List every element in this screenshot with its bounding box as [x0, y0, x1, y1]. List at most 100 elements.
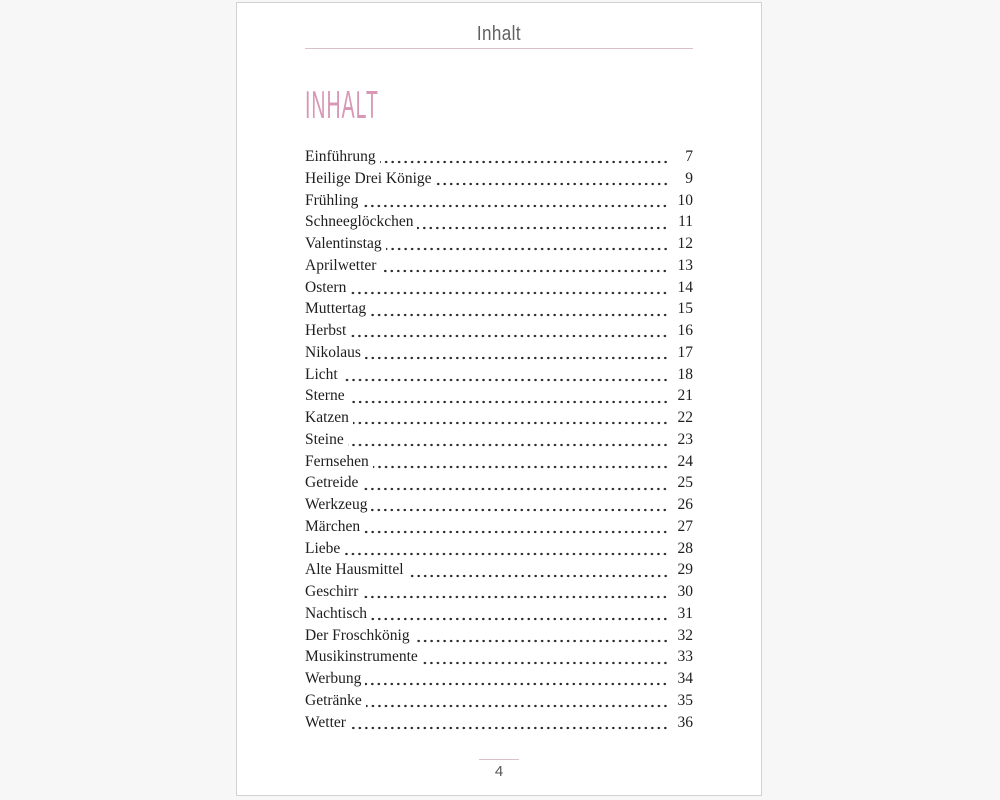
toc-entry-label: Katzen	[305, 409, 349, 426]
toc-entry: Wetter 36	[305, 711, 694, 734]
toc-entry: Sterne 21	[305, 385, 693, 407]
dot-leader	[341, 363, 667, 386]
toc-entry-page-number: 16	[677, 322, 694, 339]
dot-leader	[362, 581, 667, 603]
toc-entry-page-number: 7	[685, 148, 693, 165]
page-footer: 4	[237, 759, 761, 781]
toc-entry-label: Herbst	[305, 322, 347, 339]
toc-entry: Einführung 7	[305, 146, 693, 168]
toc-entry: Frühling 10	[305, 189, 694, 212]
dot-leader	[350, 276, 667, 299]
toc-entry: Katzen 22	[305, 407, 693, 429]
running-header: Inhalt	[305, 3, 693, 45]
toc-entry: Fernsehen 24	[305, 450, 694, 473]
toc-entry-page-number: 36	[677, 713, 694, 731]
toc-entry-label: Getreide	[305, 474, 359, 492]
toc-entry: Heilige Drei Könige 9	[305, 167, 693, 190]
dot-leader	[385, 233, 667, 255]
toc-entry-page-number: 10	[677, 191, 694, 209]
toc-entry: Ostern 14	[305, 276, 694, 299]
toc-entry-label: Sterne	[305, 387, 345, 405]
toc-entry-page-number: 12	[677, 235, 694, 252]
toc-entry-label: Licht	[305, 365, 338, 383]
toc-entry-page-number: 29	[677, 561, 694, 579]
dot-leader	[370, 602, 667, 625]
toc-entry-page-number: 14	[677, 278, 694, 296]
toc-entry: Geschirr 30	[305, 581, 693, 603]
toc-entry: Alte Hausmittel 29	[305, 559, 693, 581]
toc-entry-label: Nachtisch	[305, 604, 367, 622]
dot-leader	[349, 711, 667, 734]
toc-entry-page-number: 25	[677, 474, 694, 492]
dot-leader	[379, 146, 667, 168]
dot-leader	[365, 668, 667, 690]
footer-page-number: 4	[494, 763, 504, 780]
toc-entry-label: Märchen	[305, 517, 361, 535]
toc-entry: Muttertag 15	[305, 298, 693, 320]
toc-entry-page-number: 32	[677, 626, 694, 644]
toc-entry-label: Fernsehen	[305, 452, 369, 470]
dot-leader	[364, 515, 667, 538]
toc-entry: Märchen 27	[305, 515, 693, 538]
toc-entry-page-number: 9	[685, 169, 693, 187]
toc-entry-page-number: 35	[677, 691, 694, 709]
toc-entry-label: Wetter	[305, 713, 346, 731]
dot-leader	[380, 254, 667, 277]
toc-entry-label: Steine	[305, 430, 344, 448]
toc-entry-page-number: 15	[677, 300, 694, 318]
toc-entry-label: Heilige Drei Könige	[305, 169, 432, 187]
dot-leader	[435, 167, 667, 190]
toc-entry-page-number: 18	[677, 365, 694, 383]
dot-leader	[344, 537, 667, 560]
toc-entry: Werkzeug 26	[305, 494, 693, 516]
dot-leader	[417, 211, 667, 233]
toc-entry-label: Aprilwetter	[305, 256, 377, 274]
dot-leader	[362, 189, 667, 212]
toc-entry-page-number: 24	[677, 452, 694, 470]
toc-entry: Liebe 28	[305, 537, 694, 560]
toc-entry-label: Ostern	[305, 278, 347, 296]
dot-leader	[413, 624, 667, 647]
toc-entry-page-number: 33	[677, 648, 694, 666]
toc-entry-label: Liebe	[305, 539, 341, 557]
toc-entry: Musikinstrumente 33	[305, 646, 693, 668]
toc-entry: Nachtisch 31	[305, 602, 693, 625]
toc-entry-label: Nikolaus	[305, 343, 361, 361]
toc-entry: Licht 18	[305, 363, 694, 386]
toc-entry-label: Geschirr	[305, 583, 359, 600]
dot-leader	[407, 559, 667, 581]
dot-leader	[350, 320, 667, 342]
toc-entry: Der Froschkönig 32	[305, 624, 694, 647]
book-page: Inhalt INHALT Einführung 7 Heilige Drei …	[236, 2, 762, 796]
dot-leader	[370, 298, 667, 320]
toc-entry-label: Einführung	[305, 148, 376, 165]
toc-entry-page-number: 17	[677, 343, 694, 361]
toc-entry-page-number: 11	[678, 213, 693, 231]
toc-entry-label: Musikinstrumente	[305, 648, 418, 666]
toc-entry-page-number: 13	[677, 256, 694, 274]
toc-entry-page-number: 22	[677, 409, 694, 426]
dot-leader	[365, 689, 667, 712]
toc-entry: Herbst 16	[305, 320, 693, 342]
toc-entry-label: Alte Hausmittel	[305, 561, 404, 579]
dot-leader	[371, 494, 667, 516]
toc-list: Einführung 7 Heilige Drei Könige 9 Frühl…	[305, 146, 694, 734]
toc-entry-label: Valentinstag	[305, 235, 382, 252]
dot-leader	[372, 450, 667, 473]
toc-entry: Nikolaus 17	[305, 341, 694, 364]
toc-entry-page-number: 34	[677, 670, 694, 687]
toc-entry-page-number: 21	[677, 387, 694, 405]
dot-leader	[421, 646, 667, 668]
toc-entry: Valentinstag 12	[305, 233, 693, 255]
toc-entry: Steine 23	[305, 428, 694, 451]
toc-entry-label: Frühling	[305, 191, 359, 209]
toc-entry-page-number: 28	[677, 539, 694, 557]
toc-entry-label: Getränke	[305, 691, 362, 709]
toc-entry-page-number: 23	[677, 430, 694, 448]
dot-leader	[347, 428, 667, 451]
toc-entry-label: Werkzeug	[305, 496, 368, 513]
dot-leader	[348, 385, 667, 407]
toc-heading-text: INHALT	[305, 84, 379, 127]
dot-leader	[364, 341, 667, 364]
